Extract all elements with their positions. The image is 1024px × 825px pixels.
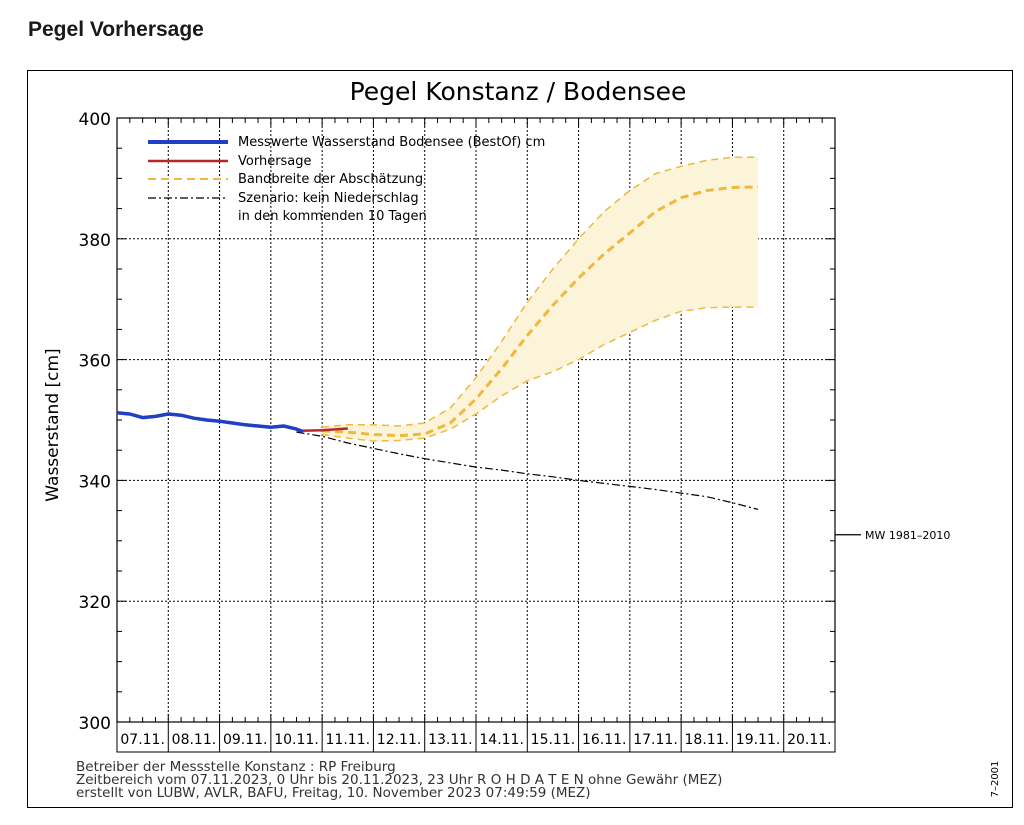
x-tick-label: 12.11. [377,732,422,748]
footer-line: Zeitbereich vom 07.11.2023, 0 Uhr bis 20… [76,772,722,788]
side-code: 7–2001 [990,761,1001,798]
series-line-median [322,185,759,438]
x-tick-label: 10.11. [274,732,319,748]
plot-border [116,117,836,723]
footer-line: erstellt von LUBW, AVLR, BAFU, Freitag, … [76,785,591,801]
legend-label: Bandbreite der Abschätzung [238,172,423,187]
legend-label: Vorhersage [238,154,312,169]
series-line-upper-bound [322,156,759,428]
y-tick-label: 320 [79,593,111,613]
y-tick-label: 380 [79,231,111,251]
uncertainty-band [322,157,759,442]
water-level-chart: Pegel Konstanz / Bodensee Wasserstand [c… [43,77,1001,801]
x-tick-label: 17.11. [633,732,678,748]
series-line-scenario [296,431,759,510]
legend-label: Messwerte Wasserstand Bodensee (BestOf) … [238,135,545,150]
x-tick-label: 08.11. [172,732,217,748]
y-tick-label: 360 [79,352,111,372]
x-tick-label: 15.11. [531,732,576,748]
page-heading: Pegel Vorhersage [28,18,204,41]
y-tick-label: 340 [79,472,111,492]
x-tick-label: 14.11. [479,732,524,748]
legend-label: Szenario: kein Niederschlag [238,191,419,206]
x-tick-label: 13.11. [428,732,473,748]
y-tick-label: 300 [79,714,111,734]
x-tick-label: 11.11. [326,732,371,748]
x-tick-label: 07.11. [120,732,165,748]
x-tick-label: 20.11. [787,732,832,748]
y-tick-label: 400 [79,110,111,130]
x-tick-label: 16.11. [582,732,627,748]
series-line-measured [116,411,304,434]
series-line-lower-bound [321,306,759,442]
chart-title: Pegel Konstanz / Bodensee [350,77,687,106]
chart-frame: Pegel Konstanz / Bodensee Wasserstand [c… [27,70,1013,808]
footer-line: Betreiber der Messstelle Konstanz : RP F… [76,759,396,775]
series-line-forecast [296,427,348,433]
x-tick-label: 09.11. [223,732,268,748]
x-tick-label: 19.11. [736,732,781,748]
y-axis-label: Wasserstand [cm] [43,348,63,501]
legend-label: in den kommenden 10 Tagen [238,209,427,224]
x-tick-label: 18.11. [685,732,730,748]
reference-line-label: MW 1981–2010 [865,529,950,542]
